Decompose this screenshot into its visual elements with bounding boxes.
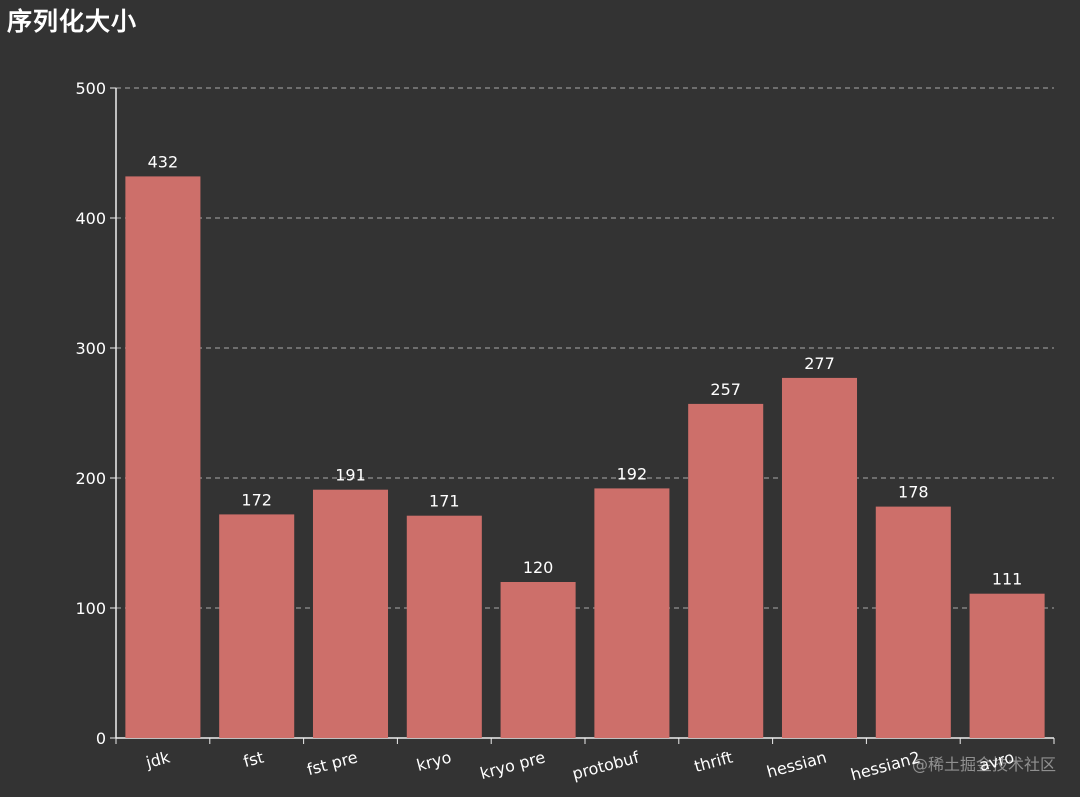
data-label: 257	[710, 380, 741, 399]
bar-hessian[interactable]	[781, 377, 858, 738]
data-label: 178	[898, 483, 929, 502]
bars	[125, 176, 1045, 738]
x-tick-label: fst	[241, 748, 265, 772]
bar-hessian2[interactable]	[875, 506, 951, 738]
x-tick-label: thrift	[692, 748, 735, 776]
data-label: 191	[335, 466, 366, 485]
y-tick-label: 400	[75, 209, 106, 228]
x-tick-label: kryo pre	[478, 748, 547, 784]
x-tick-label: kryo	[415, 748, 454, 775]
x-tick-label: fst pre	[305, 748, 360, 780]
chart-title: 序列化大小	[7, 7, 138, 36]
bar-kryo[interactable]	[406, 515, 482, 738]
data-label: 171	[429, 492, 460, 511]
data-label: 111	[992, 570, 1023, 589]
data-label: 277	[804, 354, 835, 373]
x-tick-label: hessian	[765, 748, 829, 782]
data-labels: 432 172 191 171 120 192 257 277 178 111	[148, 152, 1023, 588]
bar-jdk[interactable]	[125, 176, 201, 738]
y-tick-label: 200	[75, 469, 106, 488]
y-tick-label: 300	[75, 339, 106, 358]
bar-fst-pre[interactable]	[312, 489, 389, 738]
bar-avro[interactable]	[969, 593, 1045, 738]
data-label: 432	[148, 152, 179, 171]
y-tick-label: 500	[75, 79, 106, 98]
x-tick-label: protobuf	[570, 747, 641, 783]
x-tick-label: jdk	[143, 747, 173, 772]
y-tick-label: 100	[75, 599, 106, 618]
data-label: 120	[523, 558, 554, 577]
y-tick-label: 0	[96, 729, 106, 748]
data-label: 192	[617, 464, 648, 483]
data-label: 172	[241, 490, 272, 509]
bar-kryo-pre[interactable]	[500, 582, 576, 738]
watermark: @稀土掘金技术社区	[911, 755, 1056, 774]
bar-fst[interactable]	[219, 514, 295, 738]
bar-thrift[interactable]	[688, 403, 764, 738]
bar-protobuf[interactable]	[594, 488, 670, 738]
